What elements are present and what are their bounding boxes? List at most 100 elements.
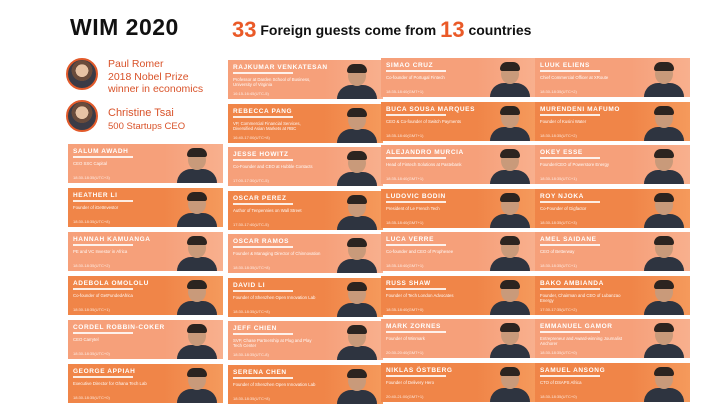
guest-name: JESSE HOWITZ (233, 151, 289, 158)
guest-time: 18:30-18:35(UTC+1) (540, 263, 577, 268)
guest-name: BAKO AMBIANDA (540, 279, 604, 287)
guest-time: 18:30-18:35(UTC+0) (73, 395, 110, 400)
guest-name: OSCAR PEREZ (233, 194, 287, 202)
guest-role: Co-Founder of Gigfactor (540, 205, 587, 211)
guest-time: 18:35-18:40(GMT+1) (386, 89, 424, 94)
guest-role: CEO SSC Capital (73, 161, 107, 166)
name-underline (73, 376, 133, 378)
name-underline (233, 159, 293, 161)
guest-photo (642, 366, 686, 402)
guest-photo (488, 192, 532, 228)
guest-time: 18:30-18:35(UTC+2) (540, 132, 577, 138)
headline-text-end: countries (464, 22, 532, 38)
guest-time: 18:30-18:35(UTC+3) (73, 175, 110, 180)
guest-role: PE and VC Investor in Africa (73, 249, 128, 254)
guest-time: 18:30-18:35(UTC+2) (540, 89, 577, 94)
guest-time: 17:30-17:35(UTC+2) (540, 306, 577, 312)
name-underline (386, 157, 446, 159)
guest-card: LUDOVIC BODIN President of Le French Tech… (381, 188, 536, 228)
guest-role: Entrepreneur and Award-winning Journalis… (540, 336, 623, 347)
guest-name: OKEY ESSE (540, 149, 583, 156)
guest-photo (335, 368, 379, 404)
headline: 33 Foreign guests come from 13 countries (232, 17, 531, 43)
name-underline (540, 244, 600, 246)
guest-card: GEORGE APPIAH Executive Director for Ghan… (68, 364, 223, 403)
name-underline (386, 200, 446, 203)
guest-photo (488, 235, 532, 271)
guest-card: BUCA SOUSA MARQUES CEO & Co-founder of Sw… (381, 101, 536, 141)
guest-photo (488, 366, 532, 402)
guest-card: SERENA CHEN Founder of Shenzhen Open Inno… (228, 364, 383, 404)
guest-time: 18:30-18:35(UTC-8) (233, 352, 269, 357)
guest-time: 18:35-18:40(GMT+1) (386, 219, 424, 225)
guest-time: 18:35-18:40(GMT+1) (386, 176, 424, 181)
guest-time: 18:30-18:35(UTC+0) (73, 351, 110, 356)
guest-time: 18:30-18:35(UTC+8) (233, 395, 270, 401)
guest-card: BAKO AMBIANDA Founder, Chairman and CEO o… (535, 275, 690, 315)
guest-time: 16:15-16:45(UTC-5) (233, 91, 269, 96)
name-underline (540, 70, 600, 72)
name-underline (540, 157, 600, 159)
guest-time: 20:30-20:40(GMT+1) (386, 350, 424, 355)
guest-name: MURENDENI MAFUMO (540, 105, 621, 113)
guest-time: 18:30-18:35(UTC+0) (540, 350, 577, 355)
guest-card: SIMAO CRUZ Co-founder of Portugal Fintech… (381, 58, 536, 97)
name-underline (540, 374, 600, 377)
guest-time: 17:30-17:40(UTC-5) (233, 221, 269, 227)
guest-photo (335, 324, 379, 360)
speaker-title: 500 Startups CEO (108, 121, 186, 132)
guest-role: Founder of Shenzhen Open Innovation Lab (233, 381, 316, 387)
speaker-photo (66, 100, 98, 132)
speaker-title: winner in economics (108, 83, 204, 95)
guest-card: HEATHER LI Founder of iGetInvestor 18:30-1… (68, 188, 223, 227)
guest-card: LUUK ELIENS Chief Commercial Officer at X… (535, 58, 690, 97)
guest-card: OSCAR PEREZ Author of Tenpennies on Wall … (228, 190, 383, 230)
guest-photo (488, 279, 532, 315)
guest-card: SAMUEL ANSONG CTO of DSAPS Africa 18:30-18… (535, 362, 690, 402)
guest-card: ROY NJOKA Co-Founder of Gigfactor 18:30-18… (535, 188, 690, 228)
guest-time: 18:30-18:35(UTC+8) (73, 219, 110, 224)
name-underline (386, 113, 446, 116)
guest-role: Founder, Chairman and CEO of Lubanzao En… (540, 292, 621, 303)
guest-role: Founder of Winmark (386, 336, 425, 341)
guest-name: OSCAR RAMOS (233, 238, 290, 245)
guest-photo (642, 279, 686, 315)
guest-photo (642, 148, 686, 184)
guest-name: HEATHER LI (73, 192, 118, 199)
name-underline (540, 287, 600, 290)
guest-role: Founder of Tech London Advocates (386, 292, 454, 298)
guest-photo (488, 322, 532, 358)
guest-name: ROY NJOKA (540, 192, 584, 200)
name-underline (386, 374, 446, 377)
guest-name: SIMAO CRUZ (386, 62, 434, 69)
guest-name: REBECCA PANG (233, 107, 293, 115)
guest-photo (335, 281, 379, 317)
guest-name: CORDEL ROBBIN-COKER (73, 324, 165, 331)
guest-name: SAMUEL ANSONG (540, 366, 606, 374)
guest-card: NIKLAS ÖSTBERG Founder of Delivery Hero 20… (381, 362, 536, 402)
speaker-name: Paul Romer (108, 58, 164, 70)
guest-photo (488, 148, 532, 184)
guest-role: Executive Director for Ghana Tech Lab (73, 381, 147, 386)
speaker-photo (66, 58, 98, 90)
guest-time: 18:30-18:35(UTC+0) (540, 393, 577, 399)
guest-role: CEO & Co-founder of Switch Payments (386, 118, 461, 124)
guest-role: Chief Commercial Officer at XRoute (540, 75, 609, 80)
headline-text-mid: Foreign guests come from (256, 22, 441, 38)
guest-role: President of Le French Tech (386, 205, 440, 211)
guest-name: HANNAH KAMUANGA (73, 236, 151, 243)
guest-name: RAJKUMAR VENKATESAN (233, 64, 328, 71)
guest-card: DAVID LI Founder of Shenzhen Open Innovat… (228, 277, 383, 317)
guest-photo (488, 105, 532, 141)
guest-card: MURENDENI MAFUMO Founder of Kusini Water 1… (535, 101, 690, 141)
guest-time: 18:35-18:40(GMT+1) (386, 263, 424, 268)
name-underline (233, 202, 293, 205)
guest-role: Founder/CEO of Powerstore Energy (540, 162, 610, 167)
guest-role: Founder & Managing Director of Chinnovat… (233, 251, 321, 256)
guest-name: AMEL SAIDANE (540, 236, 597, 243)
guest-card: AMEL SAIDANE CEO of Betterway 18:30-18:35(… (535, 232, 690, 271)
guest-photo (175, 367, 219, 403)
guest-name: RUSS SHAW (386, 279, 431, 287)
guest-time: 18:35-18:40(GMT+0) (386, 306, 424, 312)
guest-name: LUDOVIC BODIN (386, 192, 446, 200)
